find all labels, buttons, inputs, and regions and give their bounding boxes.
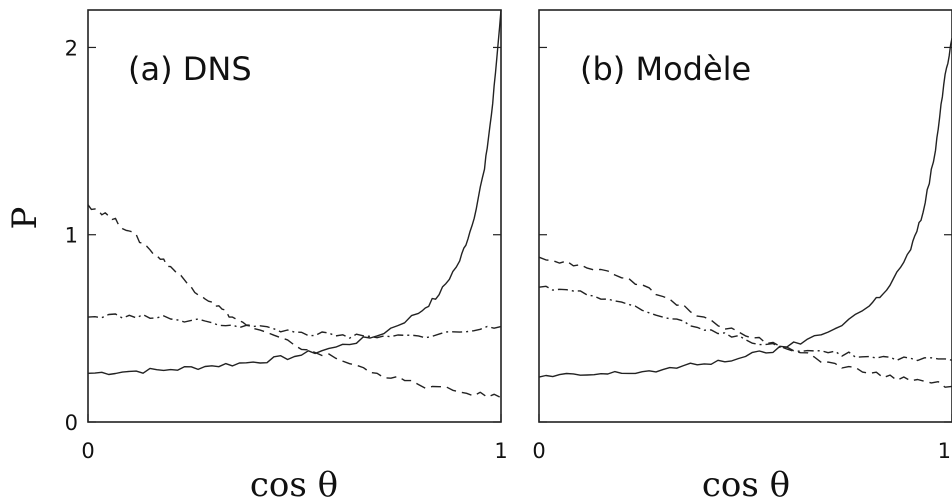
- panel-a-ytick-label-2: 2: [65, 36, 78, 60]
- x-axis-label-a: cos θ: [250, 465, 338, 502]
- y-axis-label: P: [5, 207, 45, 230]
- x-axis-label-b: cos θ: [702, 465, 790, 502]
- panel-b-xtick-label-1: 1: [938, 439, 951, 463]
- panel-a-xtick-label-0: 0: [81, 439, 94, 463]
- panel-a-xtick-label-1: 1: [494, 439, 507, 463]
- panel-b-series-dashed: [538, 256, 952, 388]
- panel-b-frame: [538, 9, 952, 423]
- panel-a-series-dashdot: [87, 313, 502, 339]
- panel-a-label: (a) DNS: [128, 50, 252, 88]
- panel-b: (b) Modèle 0 1: [532, 9, 952, 463]
- panel-a-series-dashed: [87, 204, 502, 399]
- panel-a-frame: [87, 9, 502, 423]
- panel-a-ytick-label-0: 0: [65, 411, 78, 435]
- panel-a-series-solid: [87, 9, 502, 376]
- panel-b-series-dashdot: [538, 285, 952, 362]
- panel-a: (a) DNS 0 1 2 0 1: [65, 9, 508, 463]
- panel-b-series-solid: [538, 37, 952, 378]
- panel-b-label: (b) Modèle: [580, 50, 751, 88]
- panel-a-ytick-label-1: 1: [65, 224, 78, 248]
- panel-b-xtick-label-0: 0: [532, 439, 545, 463]
